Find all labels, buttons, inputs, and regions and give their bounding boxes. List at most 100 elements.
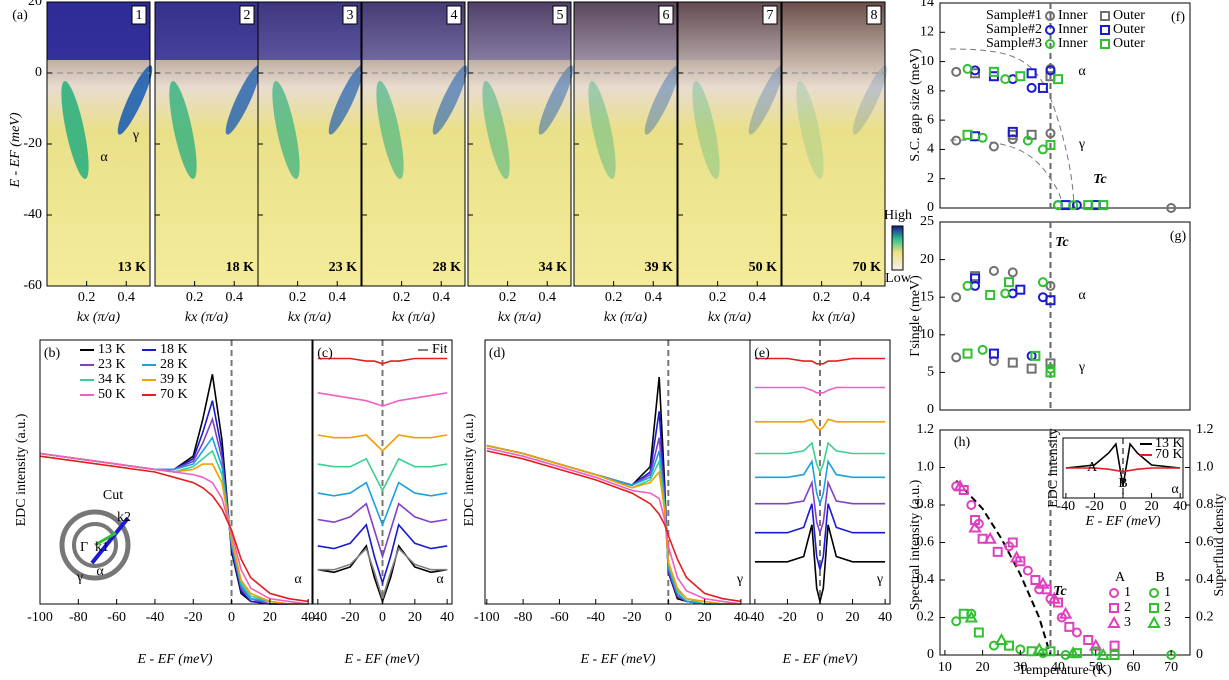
panel-number-box [658,5,674,25]
marker [1071,627,1082,638]
x-tick-label: 0 [228,610,235,625]
x-axis-label: E - EF (meV) [1084,514,1160,529]
edc-curve [754,479,886,536]
x-tick-label: 0.2 [813,290,831,305]
x-tick-label: -40 [746,610,765,625]
arpes-panel [258,2,364,286]
x-tick-label: 20 [408,610,422,625]
marker [1053,200,1064,211]
arpes-panel [678,2,784,286]
arpes-panel [362,2,468,286]
x-tick-label: 0.4 [117,290,135,305]
marker [966,500,977,510]
k-diagram [59,509,131,581]
edc-curve [754,357,886,365]
x-tick-label: 0 [665,610,672,625]
x-tick-label: 20 [263,610,277,625]
marker [1045,140,1056,151]
x-axis-label: E - EF (meV) [781,652,857,667]
legend-group: B [1155,570,1164,585]
legend-label: 70 K [160,387,188,402]
superfluid-fit [955,479,1052,656]
x-tick-label: 0.2 [289,290,307,305]
arpes-panel [47,2,153,286]
marker [1045,367,1056,378]
annotation: α [1078,288,1086,303]
marker [1026,68,1037,79]
gamma-band [748,65,784,135]
marker [988,348,999,359]
legend-label: Inner [1058,36,1088,51]
annotation: γ [1078,137,1085,152]
legend-label: 13 K [98,342,126,357]
legend-group: A [1115,570,1126,585]
marker [962,348,973,359]
arpes-image [468,2,571,286]
edc-curve [486,444,741,605]
annotation: α [1078,64,1086,79]
marker [1068,200,1079,211]
marker [1009,550,1024,563]
y-tick-label: 0 [927,402,934,417]
legend-label: 1 [1164,585,1171,600]
marker [1026,82,1037,93]
colorbar-label: Low [885,271,912,286]
x-tick-label: 70 [1164,660,1178,675]
x-tick-label: 40 [440,610,454,625]
temperature: 28 K [433,260,462,275]
annotation: Γ [80,540,88,555]
x-tick-label: 0.2 [499,290,517,305]
marker [1149,588,1159,598]
x-tick-label: 20 [1145,499,1159,514]
edc-curve [486,376,741,605]
alpha-band [796,81,824,179]
x-tick-label: 40 [1173,499,1187,514]
legend-label: Outer [1113,8,1145,23]
marker [1100,11,1110,21]
plot-frame [939,2,1191,209]
marker [1007,126,1018,137]
marker [962,280,973,291]
marker [1045,358,1056,369]
edc-curve [1065,442,1181,487]
y-tick-label: 0 [927,200,934,215]
x-tick-label: 40 [1051,660,1065,675]
annotation: B [1118,476,1127,491]
marker [977,132,988,143]
panel-number-box [239,5,255,25]
marker [1058,606,1073,619]
x-tick-label: -60 [107,610,126,625]
marker [951,66,962,77]
marker [1071,200,1082,211]
marker [1089,638,1103,651]
edc-curve [486,447,742,605]
alpha-band [272,81,300,179]
x-axis-label: kx (π/a) [77,310,120,325]
marker [988,141,999,152]
legend-row-label: Sample#3 [986,36,1042,51]
fit-curve [317,547,448,602]
x-axis-label: E - EF (meV) [136,652,212,667]
marker [1030,575,1041,585]
marker [1149,603,1159,613]
y-tick-label: 0.8 [1196,497,1214,512]
annotation: γ [76,570,83,585]
panel-number: 2 [244,8,251,23]
annotation: α [294,572,302,587]
panel-number: 3 [347,8,354,23]
annotation: k2 [117,510,131,525]
x-tick-label: 0.4 [432,290,450,305]
marker [1000,288,1011,299]
x-tick-label: 0.4 [225,290,243,305]
x-axis-label: E - EF (meV) [343,652,419,667]
arpes-image [574,2,677,286]
x-axis-label: kx (π/a) [288,310,331,325]
panel-label: (h) [954,435,971,450]
panel-number: 8 [871,8,878,23]
y-tick-label: -60 [23,278,42,293]
marker [1030,350,1041,361]
y-tick-label: -20 [23,136,42,151]
annotation: k1 [95,540,109,555]
x-tick-label: -20 [341,610,360,625]
x-axis-label: kx (π/a) [604,310,647,325]
